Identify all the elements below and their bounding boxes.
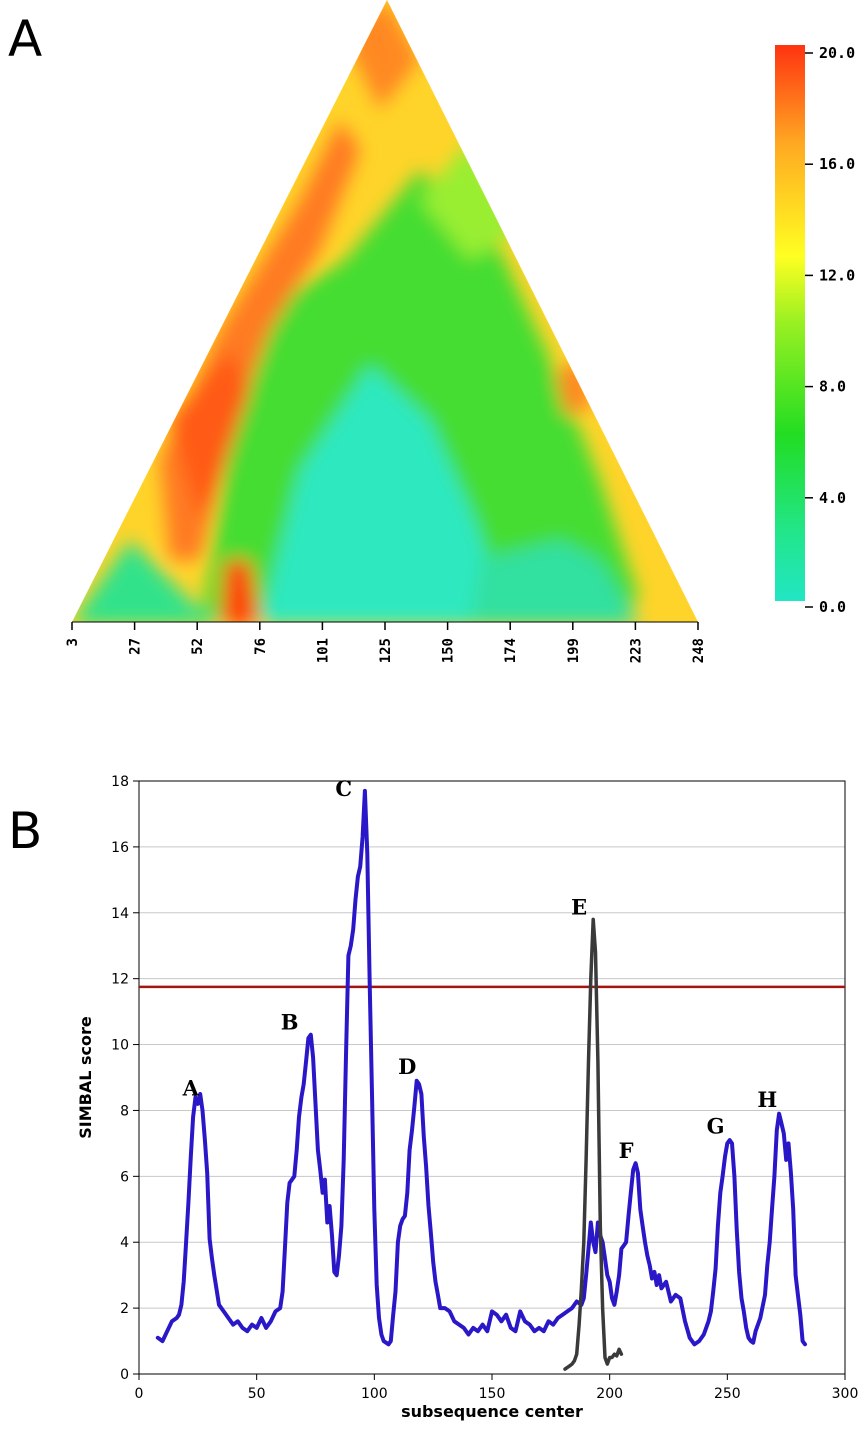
y-tick-label: 2: [120, 1301, 129, 1317]
peak-label-a: A: [182, 1076, 200, 1101]
colorbar-tick-label: 16.0: [819, 155, 855, 173]
x-tick-label: 150: [479, 1386, 506, 1402]
colorbar-tick-label: 12.0: [819, 266, 855, 284]
peak-label-c: C: [335, 776, 352, 801]
heatmap-tick-label: 174: [503, 638, 519, 663]
peak-label-b: B: [281, 1010, 299, 1035]
y-tick-label: 8: [120, 1103, 129, 1119]
x-tick-label: 300: [832, 1386, 859, 1402]
y-tick-label: 12: [111, 972, 129, 988]
y-tick-label: 4: [120, 1235, 129, 1251]
panel-label-a: A: [8, 10, 43, 68]
x-tick-label: 250: [714, 1386, 741, 1402]
heatmap-x-axis: 3 27 52 76 101 125 150 174 199 223 248: [65, 621, 707, 663]
x-tick-label: 200: [596, 1386, 623, 1402]
x-tick-label: 0: [135, 1386, 144, 1402]
y-tick-label: 10: [111, 1038, 129, 1054]
heatmap-tick-label: 125: [378, 638, 394, 663]
series-line-blue: [155, 788, 807, 1347]
heatmap-tick-label: 101: [315, 638, 331, 663]
heatmap-tick-label: 248: [691, 638, 707, 663]
y-tick-label: 18: [111, 774, 129, 790]
x-tick-label: 100: [361, 1386, 388, 1402]
colorbar: [775, 45, 805, 601]
series-line-gray: [563, 917, 624, 1371]
peak-label-g: G: [707, 1114, 725, 1139]
heatmap-triangle: [72, 0, 698, 622]
x-tick-label: 50: [248, 1386, 266, 1402]
heatmap-tick-label: 3: [65, 638, 81, 646]
y-axis-label: SIMBAL score: [76, 1016, 95, 1139]
colorbar-tick-label: 0.0: [819, 598, 846, 616]
heatmap-tick-label: 52: [190, 638, 206, 655]
heatmap-tick-label: 76: [253, 638, 269, 655]
heatmap-tick-label: 199: [566, 638, 582, 663]
colorbar-tick-label: 20.0: [819, 44, 855, 62]
peak-label-h: H: [757, 1087, 777, 1112]
panel-label-b: B: [8, 802, 43, 860]
line-chart: 0 2 4 6 8 10 12 14 16 18 0 50 100 150 200 250 300 subsequ…: [76, 774, 858, 1421]
y-tick-label: 6: [120, 1169, 129, 1185]
y-tick-label: 0: [120, 1367, 129, 1383]
heatmap-tick-label: 150: [441, 638, 457, 663]
y-tick-label: 14: [111, 906, 129, 922]
heatmap-tick-label: 27: [128, 638, 144, 655]
colorbar-ticks: 20.0 16.0 12.0 8.0 4.0 0.0: [805, 44, 855, 616]
colorbar-tick-label: 4.0: [819, 489, 846, 507]
peak-label-f: F: [619, 1138, 634, 1163]
x-axis-label: subsequence center: [401, 1402, 583, 1421]
peak-label-d: D: [398, 1054, 416, 1079]
heatmap-tick-label: 223: [628, 638, 644, 663]
peak-label-e: E: [571, 894, 587, 919]
colorbar-tick-label: 8.0: [819, 378, 846, 396]
y-tick-label: 16: [111, 840, 129, 856]
